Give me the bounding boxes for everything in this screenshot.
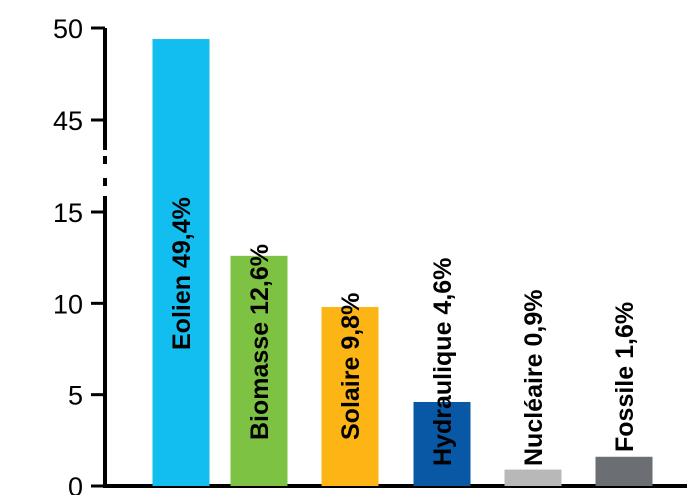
y-tick-label: 15 [53,198,83,228]
y-tick-label: 0 [68,472,83,495]
bar-label: Biomasse 12,6% [246,244,274,440]
bar-label: Hydraulique 4,6% [429,258,457,466]
y-axis: 0 5 10 15 45 50 [53,14,687,495]
bar-label: Fossile 1,6% [611,302,639,452]
bar-fossile [595,456,653,486]
bar-eolien [152,39,210,486]
bar-labels: Eolien 49,4% Biomasse 12,6% Solaire 9,8% Hy… [168,197,639,466]
y-tick-label: 5 [68,381,83,411]
bar-solaire [321,306,379,486]
bar-biomasse [230,255,288,486]
bar-label: Nucléaire 0,9% [520,290,548,467]
axis-break-mark [103,178,107,186]
bar-label: Eolien 49,4% [168,197,196,350]
bars [152,39,653,486]
y-tick-label: 50 [53,14,83,44]
y-tick-label: 10 [53,289,83,319]
axis-break-mark [103,156,107,164]
bar-nuclaire [504,469,562,486]
y-tick-label: 45 [53,106,83,136]
bar-hydraulique [413,401,471,486]
bar-label: Solaire 9,8% [337,293,365,440]
